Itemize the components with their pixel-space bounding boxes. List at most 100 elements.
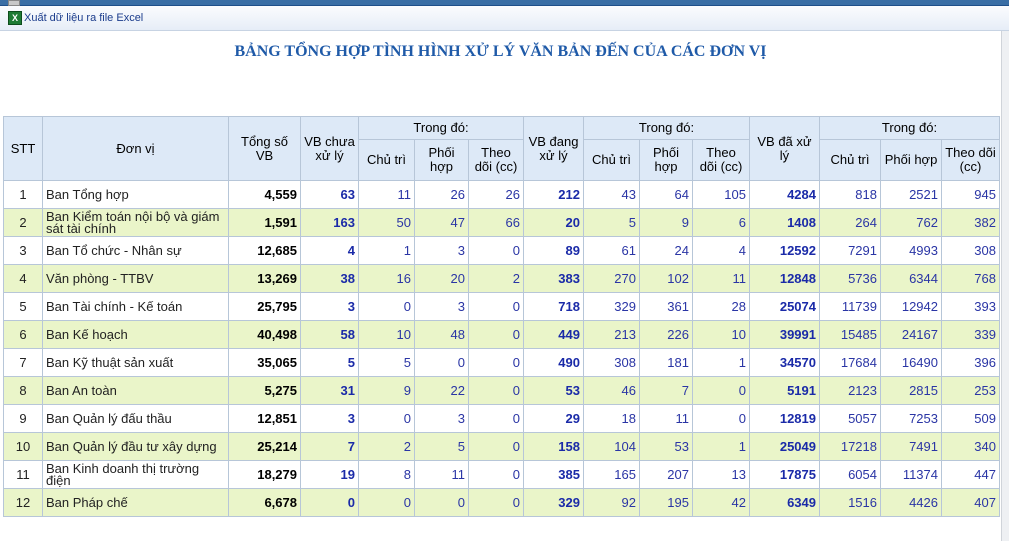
cell-unit: Ban Pháp chế <box>42 488 229 517</box>
cell-processed: 25049 <box>749 432 820 461</box>
cell-unit: Ban Kế hoạch <box>42 320 229 349</box>
cell-unprocessed: 4 <box>300 236 359 265</box>
export-excel-link[interactable]: X Xuất dữ liệu ra file Excel <box>8 11 143 25</box>
cell-p-chutri: 165 <box>583 460 640 489</box>
col-header-u-chutri: Chủ trì <box>358 139 415 181</box>
table-row: 9 Ban Quản lý đấu thầu 12,851 3 0 3 0 29 18 11 0 12… <box>3 404 1000 433</box>
cell-stt: 5 <box>3 292 43 321</box>
cell-d-phoihop: 11374 <box>880 460 942 489</box>
col-header-unit: Đơn vị <box>42 116 229 181</box>
table-row: 3 Ban Tổ chức - Nhân sự 12,685 4 1 3 0 89 61 24 4 1… <box>3 236 1000 265</box>
summary-table: STT Đơn vị Tổng số VB VB chưa xử lý Tron… <box>3 116 1000 517</box>
cell-u-phoihop: 5 <box>414 432 469 461</box>
cell-d-chutri: 7291 <box>819 236 881 265</box>
cell-processed: 34570 <box>749 348 820 377</box>
cell-d-phoihop: 24167 <box>880 320 942 349</box>
cell-u-chutri: 8 <box>358 460 415 489</box>
cell-u-chutri: 10 <box>358 320 415 349</box>
cell-unprocessed: 63 <box>300 180 359 209</box>
cell-processed: 6349 <box>749 488 820 517</box>
cell-d-chutri: 6054 <box>819 460 881 489</box>
cell-p-phoihop: 53 <box>639 432 693 461</box>
cell-p-theodoi: 42 <box>692 488 750 517</box>
cell-u-phoihop: 20 <box>414 264 469 293</box>
window-icon <box>8 0 20 6</box>
cell-processing: 383 <box>523 264 584 293</box>
cell-p-chutri: 5 <box>583 208 640 237</box>
cell-d-theodoi: 407 <box>941 488 1000 517</box>
cell-total: 12,851 <box>228 404 301 433</box>
cell-d-chutri: 17684 <box>819 348 881 377</box>
cell-d-phoihop: 7253 <box>880 404 942 433</box>
col-header-p-theodoi: Theo dõi (cc) <box>692 139 750 181</box>
cell-p-chutri: 61 <box>583 236 640 265</box>
table-body: 1 Ban Tổng hợp 4,559 63 11 26 26 212 43 64 105 4284… <box>3 180 1000 517</box>
export-excel-label: Xuất dữ liệu ra file Excel <box>24 12 144 24</box>
cell-p-theodoi: 4 <box>692 236 750 265</box>
cell-d-chutri: 818 <box>819 180 881 209</box>
cell-d-phoihop: 12942 <box>880 292 942 321</box>
col-header-d-chutri: Chủ trì <box>819 139 881 181</box>
cell-p-phoihop: 102 <box>639 264 693 293</box>
cell-p-theodoi: 1 <box>692 432 750 461</box>
cell-p-phoihop: 361 <box>639 292 693 321</box>
col-header-d-phoihop: Phối hợp <box>880 139 942 181</box>
cell-u-phoihop: 3 <box>414 292 469 321</box>
cell-d-phoihop: 6344 <box>880 264 942 293</box>
cell-d-theodoi: 382 <box>941 208 1000 237</box>
cell-d-theodoi: 447 <box>941 460 1000 489</box>
cell-d-theodoi: 308 <box>941 236 1000 265</box>
cell-processing: 212 <box>523 180 584 209</box>
cell-u-theodoi: 0 <box>468 432 524 461</box>
cell-d-phoihop: 4993 <box>880 236 942 265</box>
cell-p-theodoi: 6 <box>692 208 750 237</box>
cell-p-phoihop: 64 <box>639 180 693 209</box>
cell-d-phoihop: 4426 <box>880 488 942 517</box>
cell-unit: Ban Kinh doanh thị trường điện <box>42 460 229 489</box>
cell-processing: 385 <box>523 460 584 489</box>
col-header-u-phoihop: Phối hợp <box>414 139 469 181</box>
cell-d-phoihop: 762 <box>880 208 942 237</box>
cell-d-theodoi: 945 <box>941 180 1000 209</box>
window-top-bar <box>0 0 1009 6</box>
table-row: 5 Ban Tài chính - Kế toán 25,795 3 0 3 0 718 329… <box>3 292 1000 321</box>
table-row: 2 Ban Kiểm toán nội bộ và giám sát tài ch… <box>3 208 1000 237</box>
cell-d-theodoi: 340 <box>941 432 1000 461</box>
cell-total: 1,591 <box>228 208 301 237</box>
table-row: 6 Ban Kế hoạch 40,498 58 10 48 0 449 213 226 10 399… <box>3 320 1000 349</box>
cell-p-theodoi: 105 <box>692 180 750 209</box>
cell-unprocessed: 0 <box>300 488 359 517</box>
cell-d-theodoi: 393 <box>941 292 1000 321</box>
cell-processed: 12592 <box>749 236 820 265</box>
col-header-p-phoihop: Phối hợp <box>639 139 693 181</box>
cell-u-theodoi: 0 <box>468 236 524 265</box>
cell-p-chutri: 270 <box>583 264 640 293</box>
cell-stt: 6 <box>3 320 43 349</box>
cell-u-phoihop: 0 <box>414 348 469 377</box>
cell-d-theodoi: 253 <box>941 376 1000 405</box>
cell-d-chutri: 5736 <box>819 264 881 293</box>
cell-processing: 29 <box>523 404 584 433</box>
cell-total: 40,498 <box>228 320 301 349</box>
cell-stt: 8 <box>3 376 43 405</box>
col-group-processing: Trong đó: <box>583 116 750 140</box>
vertical-scrollbar[interactable] <box>1001 31 1009 541</box>
cell-p-phoihop: 7 <box>639 376 693 405</box>
cell-unit: Ban Kỹ thuật sản xuất <box>42 348 229 377</box>
cell-processed: 1408 <box>749 208 820 237</box>
cell-unprocessed: 3 <box>300 404 359 433</box>
cell-stt: 9 <box>3 404 43 433</box>
cell-processed: 4284 <box>749 180 820 209</box>
cell-p-chutri: 43 <box>583 180 640 209</box>
cell-d-phoihop: 2815 <box>880 376 942 405</box>
cell-d-theodoi: 339 <box>941 320 1000 349</box>
cell-u-phoihop: 47 <box>414 208 469 237</box>
cell-d-phoihop: 7491 <box>880 432 942 461</box>
col-group-unprocessed: Trong đó: <box>358 116 524 140</box>
cell-processed: 5191 <box>749 376 820 405</box>
cell-total: 4,559 <box>228 180 301 209</box>
col-header-unprocessed: VB chưa xử lý <box>300 116 359 181</box>
cell-processing: 89 <box>523 236 584 265</box>
cell-processed: 12819 <box>749 404 820 433</box>
cell-u-phoihop: 22 <box>414 376 469 405</box>
